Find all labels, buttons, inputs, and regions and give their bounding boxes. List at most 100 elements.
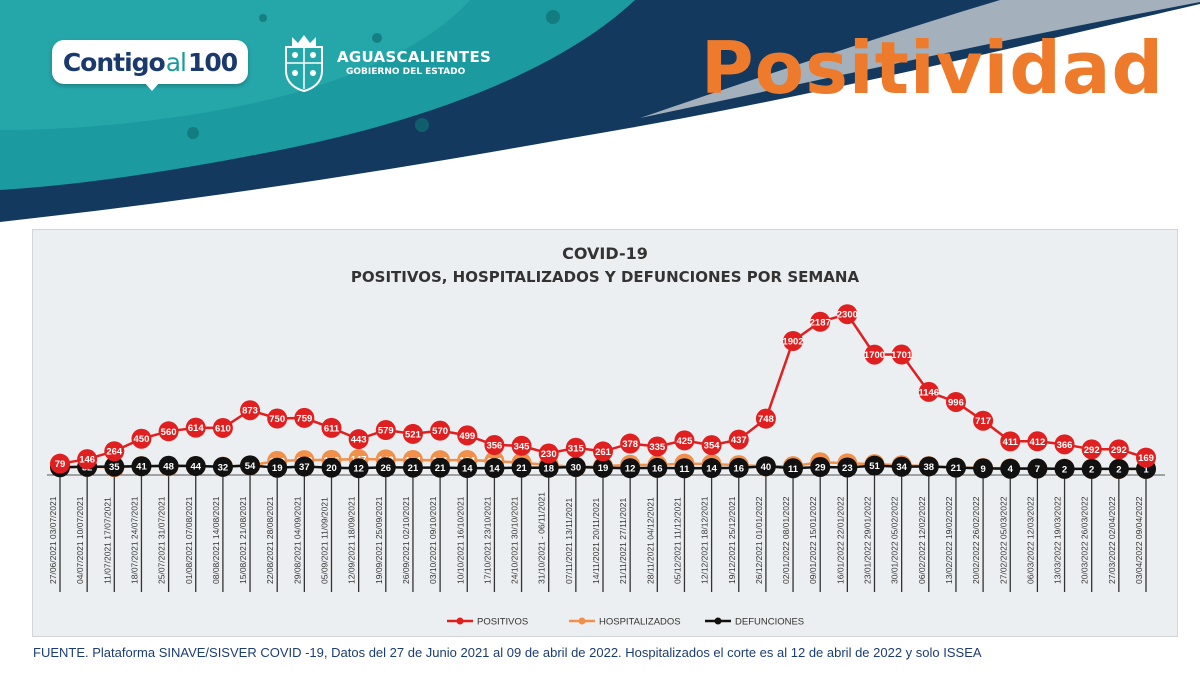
data-point xyxy=(1027,431,1048,452)
data-point xyxy=(918,456,939,477)
x-tick-label: 23/01/2022 29/01/2022 xyxy=(863,496,873,584)
data-label: 21 xyxy=(408,463,419,474)
legend-label: POSITIVOS xyxy=(477,617,528,628)
data-label: 292 xyxy=(1084,445,1100,456)
data-point xyxy=(945,457,966,478)
data-label: 44 xyxy=(190,462,201,473)
data-point xyxy=(1027,458,1048,479)
legend-item-hospitalizados: HOSPITALIZADOS xyxy=(569,617,681,628)
series-layer: 2733264240443652120132136147143134131134… xyxy=(50,304,1156,479)
data-label: 996 xyxy=(948,397,964,408)
data-point xyxy=(728,457,749,478)
x-tick-label: 05/09/2021 11/09/2021 xyxy=(320,497,330,584)
data-point xyxy=(701,435,722,456)
data-label: 748 xyxy=(758,414,774,425)
x-tick-label: 06/02/2022 12/02/2022 xyxy=(917,496,927,584)
x-tick-label: 13/02/2022 19/02/2022 xyxy=(944,496,954,584)
page-title: Positividad xyxy=(700,26,1164,110)
data-point xyxy=(783,458,804,479)
data-point xyxy=(240,400,261,421)
x-tick-label: 24/10/2021 30/10/2021 xyxy=(510,496,520,584)
logo-text-100: 100 xyxy=(188,47,238,77)
data-label: 14 xyxy=(489,464,500,475)
x-tick-label: 12/12/2021 18/12/2021 xyxy=(700,496,710,584)
data-point xyxy=(430,457,451,478)
x-tick-label: 26/12/2021 01/01/2022 xyxy=(754,496,764,584)
data-label: 2 xyxy=(1089,464,1094,475)
legend-marker xyxy=(714,617,722,625)
data-label: 41 xyxy=(136,462,147,473)
data-label: 7 xyxy=(1035,464,1040,475)
x-tick-label: 20/02/2022 26/02/2022 xyxy=(971,496,981,584)
data-point xyxy=(837,304,858,325)
data-point xyxy=(891,456,912,477)
government-name: AGUASCALIENTES xyxy=(337,48,492,66)
data-label: 2187 xyxy=(810,317,831,328)
data-point xyxy=(593,457,613,478)
data-label: 425 xyxy=(677,436,694,447)
data-point xyxy=(538,443,559,464)
data-point xyxy=(430,420,451,441)
data-point xyxy=(891,344,912,365)
coat-of-arms-icon xyxy=(285,35,323,93)
x-tick-label: 06/03/2022 12/03/2022 xyxy=(1025,496,1035,584)
data-label: 79 xyxy=(55,459,66,470)
data-label: 9 xyxy=(980,464,985,475)
data-point xyxy=(1108,458,1129,479)
data-point xyxy=(1000,458,1021,479)
data-point xyxy=(647,457,668,478)
data-point xyxy=(294,456,315,477)
data-label: 21 xyxy=(516,463,527,474)
data-point xyxy=(810,311,831,332)
x-tick-label: 13/03/2022 19/03/2022 xyxy=(1053,496,1063,584)
data-point xyxy=(484,435,505,456)
data-label: 610 xyxy=(215,423,231,434)
x-tick-label: 28/11/2021 04/12/2021 xyxy=(645,497,655,584)
data-label: 11 xyxy=(788,464,799,475)
legend-marker xyxy=(578,617,586,625)
data-point xyxy=(131,456,152,477)
data-point xyxy=(185,456,206,477)
contigo-al-100-logo: Contigo al 100 xyxy=(52,40,248,84)
data-label: 292 xyxy=(1111,445,1127,456)
x-tick-label: 19/12/2021 25/12/2021 xyxy=(727,496,737,584)
data-point xyxy=(321,457,342,478)
data-point xyxy=(864,455,885,476)
data-point xyxy=(620,433,641,454)
data-label: 21 xyxy=(951,463,962,474)
data-label: 38 xyxy=(924,462,935,473)
data-point xyxy=(1108,439,1129,460)
data-point xyxy=(701,458,722,479)
data-point xyxy=(918,381,939,402)
data-point xyxy=(348,458,369,479)
data-label: 230 xyxy=(541,449,557,460)
virus-icon xyxy=(187,10,560,139)
x-tick-label: 01/08/2021 07/08/2021 xyxy=(184,496,194,584)
chart-panel: COVID-19 POSITIVOS, HOSPITALIZADOS Y DEF… xyxy=(32,229,1178,637)
x-tick-label: 19/09/2021 25/09/2021 xyxy=(374,496,384,584)
source-note: FUENTE. Plataforma SINAVE/SISVER COVID -… xyxy=(33,645,982,660)
x-tick-label: 14/11/2021 20/11/2021 xyxy=(591,498,601,584)
data-point xyxy=(864,344,885,365)
data-label: 443 xyxy=(351,435,367,446)
x-tick-label: 03/04/2022 09/04/2022 xyxy=(1134,496,1144,584)
chart-subtitle: POSITIVOS, HOSPITALIZADOS Y DEFUNCIONES … xyxy=(351,268,860,286)
data-label: 29 xyxy=(815,463,826,474)
data-label: 35 xyxy=(109,462,120,473)
data-label: 16 xyxy=(652,463,663,474)
data-point xyxy=(457,425,478,446)
data-label: 2300 xyxy=(837,310,858,321)
x-tick-label: 29/08/2021 04/09/2021 xyxy=(292,496,302,584)
government-subtitle: GOBIERNO DEL ESTADO xyxy=(346,67,466,77)
data-label: 873 xyxy=(242,406,258,417)
data-label: 21 xyxy=(435,463,446,474)
data-point xyxy=(647,436,668,457)
data-point xyxy=(1081,458,1102,479)
data-label: 51 xyxy=(869,461,880,472)
x-tick-label: 27/02/2022 05/03/2022 xyxy=(998,496,1008,584)
data-point xyxy=(620,458,641,479)
data-point xyxy=(457,458,478,479)
logo-speech-tail xyxy=(144,82,160,91)
data-point xyxy=(945,391,966,412)
data-point xyxy=(321,417,342,438)
